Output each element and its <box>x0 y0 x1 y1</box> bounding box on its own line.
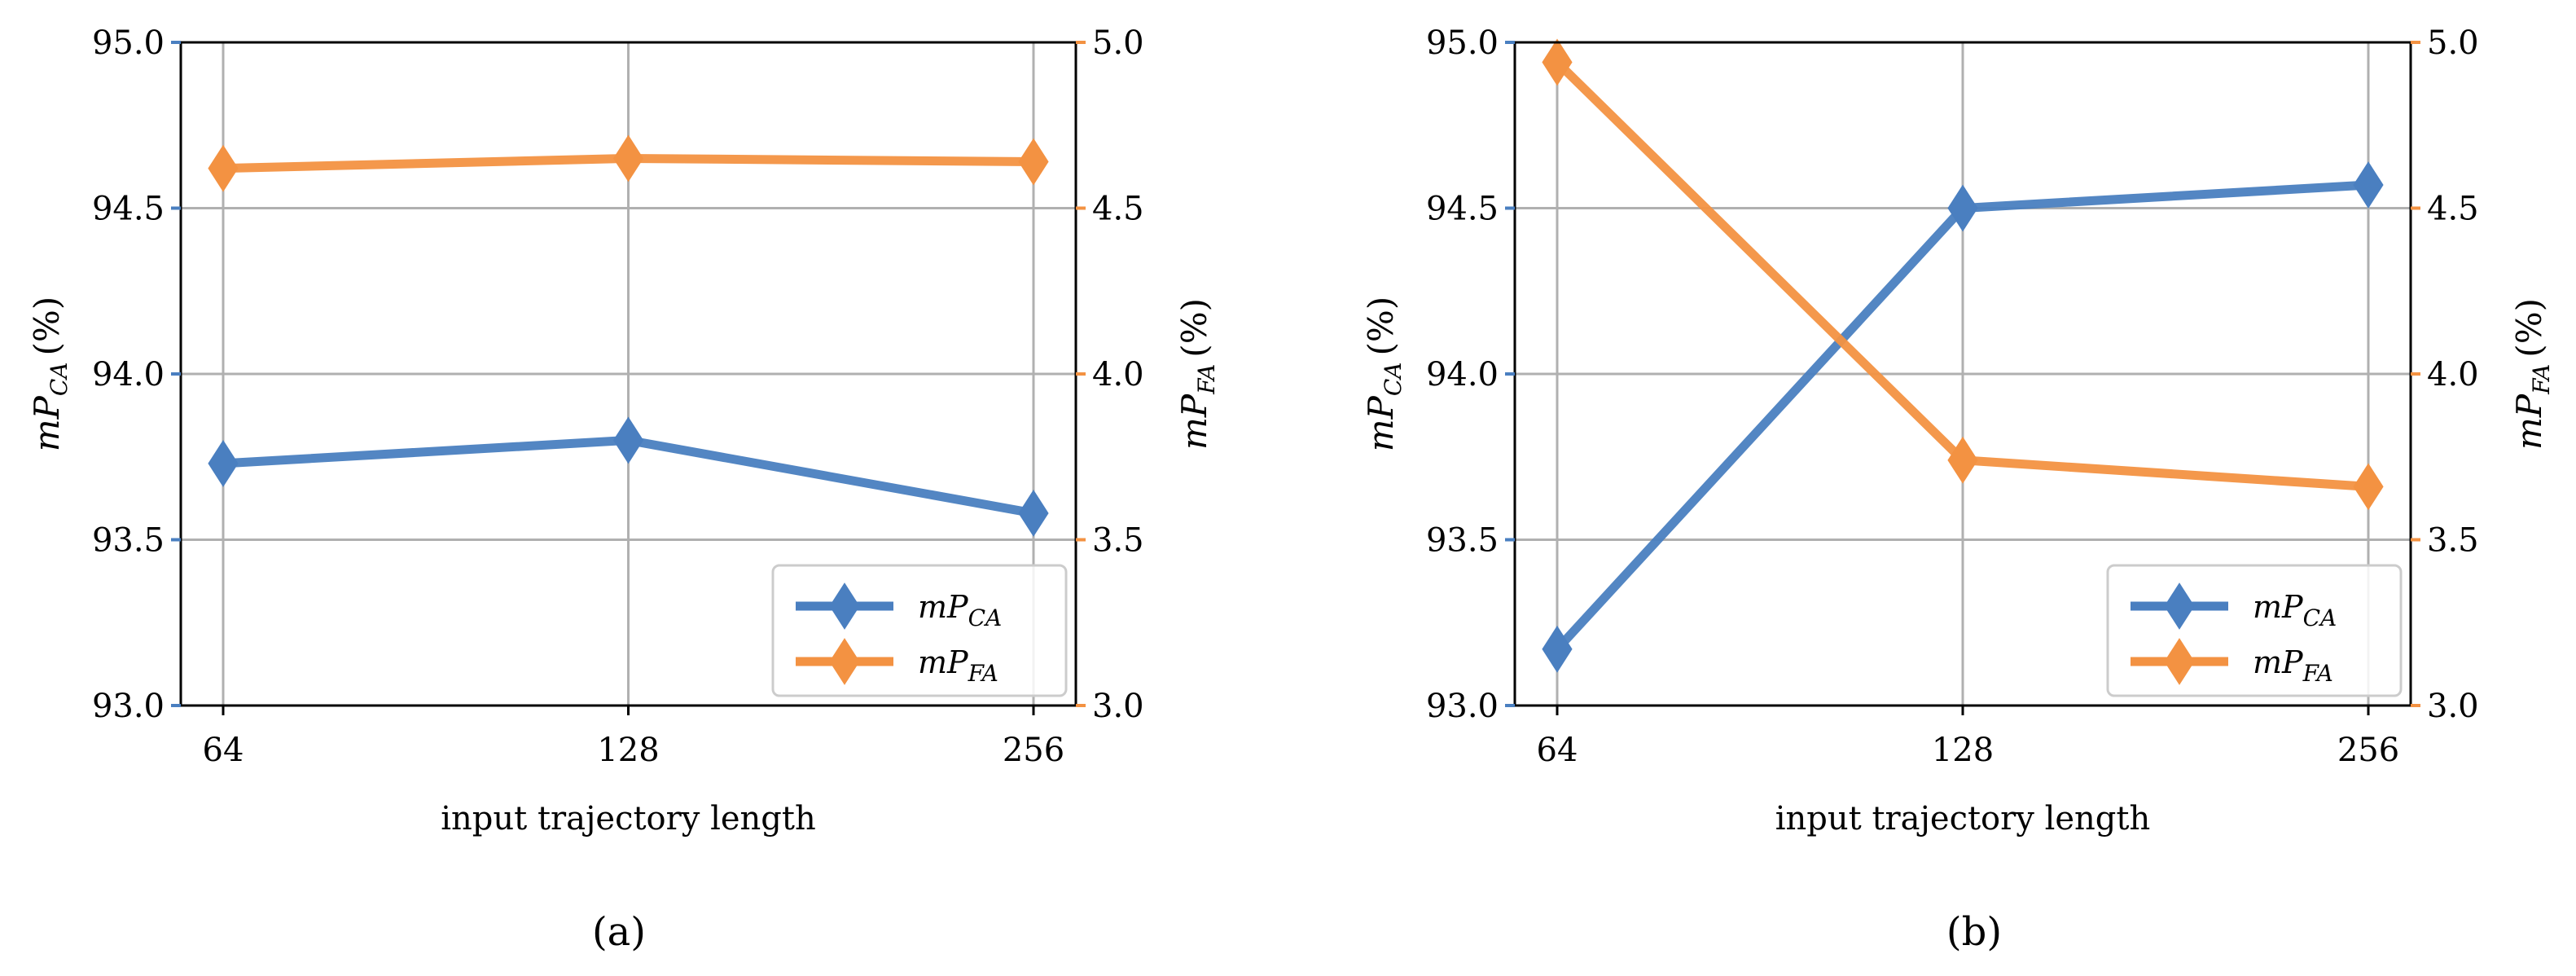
left-tick-label: 93.5 <box>92 522 165 560</box>
marker-fa-128 <box>1947 436 1978 484</box>
marker-fa-256 <box>2353 463 2384 511</box>
x-tick-label: 64 <box>1537 732 1578 769</box>
legend-label: mPFA <box>918 644 998 687</box>
x-tick-label: 256 <box>2337 732 2399 769</box>
legend-swatch-marker <box>829 583 860 630</box>
y-axis-label-left-base: mP <box>27 395 67 451</box>
marker-fa-128 <box>612 134 644 182</box>
y-axis-label-right-sub: FA <box>2528 364 2555 395</box>
right-tick-label: 5.0 <box>2427 24 2479 62</box>
x-axis-label: input trajectory length <box>441 800 816 838</box>
marker-ca-256 <box>1018 490 1049 537</box>
y-axis-label-right-unit: (%) <box>1174 298 1214 358</box>
legend-label-base: mP <box>918 589 969 625</box>
legend-label: mPCA <box>918 589 1002 631</box>
legend-label-base: mP <box>918 644 969 680</box>
y-axis-label-right-base: mP <box>2509 393 2549 450</box>
legend-label-sub: FA <box>2302 660 2333 687</box>
x-axis-label: input trajectory length <box>1775 800 2151 838</box>
left-tick-label: 94.5 <box>1426 191 1499 228</box>
left-tick-label: 94.0 <box>92 356 165 393</box>
x-tick-label: 128 <box>1932 732 1994 769</box>
x-tick-label: 256 <box>1003 732 1064 769</box>
marker-fa-64 <box>1542 38 1573 86</box>
x-tick-label: 64 <box>203 732 244 769</box>
marker-ca-256 <box>2353 161 2384 209</box>
y-axis-label-left-unit: (%) <box>27 297 67 356</box>
legend-label: mPCA <box>2253 589 2337 631</box>
marker-ca-128 <box>1947 184 1978 232</box>
right-tick-label: 3.0 <box>2427 688 2479 725</box>
legend-label-sub: CA <box>968 605 1003 631</box>
right-tick-label: 4.0 <box>2427 356 2479 393</box>
left-tick-label: 95.0 <box>1426 24 1499 62</box>
right-tick-label: 4.0 <box>1092 356 1144 393</box>
y-axis-label-right-sub: FA <box>1193 364 1220 395</box>
legend-swatch-marker <box>829 638 860 685</box>
left-tick-label: 93.0 <box>92 688 165 725</box>
y-axis-label-left-sub: CA <box>1380 362 1406 396</box>
panel-caption: (a) <box>592 909 646 955</box>
legend-swatch-marker <box>2164 583 2195 630</box>
right-tick-label: 5.0 <box>1092 24 1144 62</box>
legend-label: mPFA <box>2253 644 2333 687</box>
y-axis-label-right-unit: (%) <box>2509 298 2549 358</box>
right-tick-label: 3.0 <box>1092 688 1144 725</box>
left-tick-label: 93.5 <box>1426 522 1499 560</box>
y-axis-label-left-sub: CA <box>46 362 72 396</box>
x-tick-label: 128 <box>597 732 659 769</box>
y-axis-label-right: mPFA (%) <box>2509 298 2555 450</box>
legend-label-sub: FA <box>968 660 998 687</box>
chart-panel-a: 93.0 93.5 94.0 94.5 95.0 3.0 3.5 4.0 4.5 5.0 64 128… <box>27 24 1220 955</box>
y-axis-label-left-base: mP <box>1361 395 1401 451</box>
y-axis-label-left-unit: (%) <box>1361 297 1401 356</box>
left-tick-label: 94.0 <box>1426 356 1499 393</box>
y-axis-label-left: mPCA (%) <box>27 297 72 451</box>
left-tick-label: 94.5 <box>92 191 165 228</box>
left-tick-label: 93.0 <box>1426 688 1499 725</box>
right-tick-label: 4.5 <box>1092 191 1144 228</box>
legend-label-sub: CA <box>2303 605 2337 631</box>
marker-ca-64 <box>1542 625 1573 673</box>
legend-swatch-marker <box>2164 638 2195 685</box>
right-tick-label: 3.5 <box>2427 522 2479 560</box>
panel-caption: (b) <box>1946 909 2002 955</box>
right-tick-label: 3.5 <box>1092 522 1144 560</box>
legend-label-base: mP <box>2253 644 2304 680</box>
legend-label-base: mP <box>2253 589 2304 625</box>
marker-fa-64 <box>208 144 239 192</box>
marker-ca-64 <box>208 439 239 487</box>
left-tick-label: 95.0 <box>92 24 165 62</box>
marker-fa-256 <box>1018 138 1049 186</box>
marker-ca-128 <box>612 416 644 464</box>
y-axis-label-right: mPFA (%) <box>1174 298 1220 450</box>
y-axis-label-left: mPCA (%) <box>1361 297 1406 451</box>
right-tick-label: 4.5 <box>2427 191 2479 228</box>
chart-panel-b: 93.0 93.5 94.0 94.5 95.0 3.0 3.5 4.0 4.5 5.0 64 128… <box>1361 24 2555 955</box>
y-axis-label-right-base: mP <box>1174 393 1214 450</box>
